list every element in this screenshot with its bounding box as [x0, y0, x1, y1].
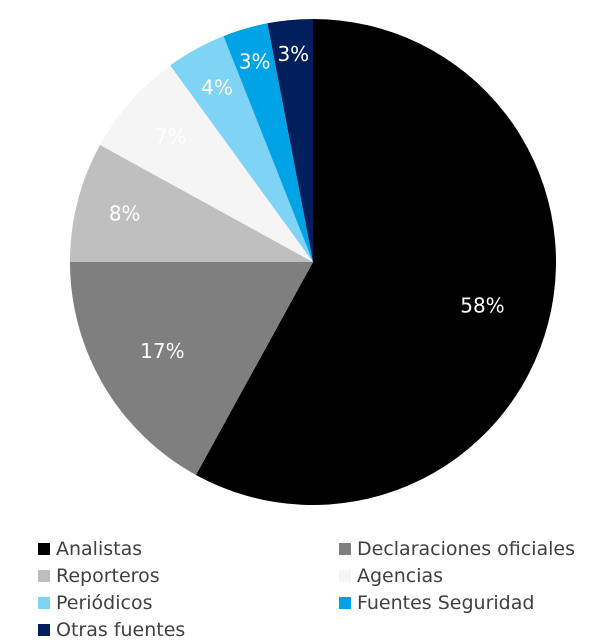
pie-slice-peri-dicos: [170, 36, 313, 262]
legend-swatch: [339, 543, 351, 555]
legend-item-fuentes-seguridad: Fuentes Seguridad: [339, 590, 534, 616]
slice-percent-label: 7%: [155, 125, 187, 149]
legend-label: Reporteros: [56, 565, 160, 587]
pie-slice-reporteros: [70, 144, 313, 262]
legend-label: Analistas: [56, 538, 143, 560]
slice-percent-label: 8%: [109, 202, 141, 226]
legend-item-periodicos: Periódicos: [38, 590, 153, 616]
legend-item-analistas: Analistas: [38, 536, 142, 562]
pie-labels: 58%17%8%7%4%3% 3%: [109, 42, 505, 363]
legend-label: Periódicos: [56, 592, 153, 614]
slice-percent-label: 58%: [460, 294, 504, 318]
legend-label: Agencias: [357, 565, 444, 587]
slice-percent-label: 3%: [239, 49, 271, 73]
pie-slice-declaraciones-oficiales: [70, 262, 313, 475]
legend-swatch: [38, 570, 50, 582]
pie-slices: [70, 19, 556, 505]
pie-slice-fuentes-seguridad: [223, 23, 313, 262]
legend-swatch: [38, 597, 50, 609]
legend-label: Otras fuentes: [56, 619, 186, 641]
slice-percent-label: 4%: [201, 75, 233, 99]
pie-chart: 58%17%8%7%4%3% 3%: [70, 19, 556, 505]
legend-swatch: [38, 624, 50, 636]
pie-slice-otras-fuentes: [267, 19, 313, 262]
legend-swatch: [339, 570, 351, 582]
slice-percent-label: 17%: [140, 339, 184, 363]
legend-label: Declaraciones oficiales: [357, 538, 575, 560]
legend-item-otras-fuentes: Otras fuentes: [38, 617, 185, 643]
slice-percent-label: 3%: [277, 42, 309, 66]
pie-slice-analistas: [195, 19, 556, 505]
pie-slice-agencias: [100, 65, 313, 262]
legend-swatch: [38, 543, 50, 555]
legend-swatch: [339, 597, 351, 609]
legend-label: Fuentes Seguridad: [357, 592, 535, 614]
legend-item-declaraciones: Declaraciones oficiales: [339, 536, 575, 562]
legend-item-agencias: Agencias: [339, 563, 443, 589]
legend-item-reporteros: Reporteros: [38, 563, 160, 589]
